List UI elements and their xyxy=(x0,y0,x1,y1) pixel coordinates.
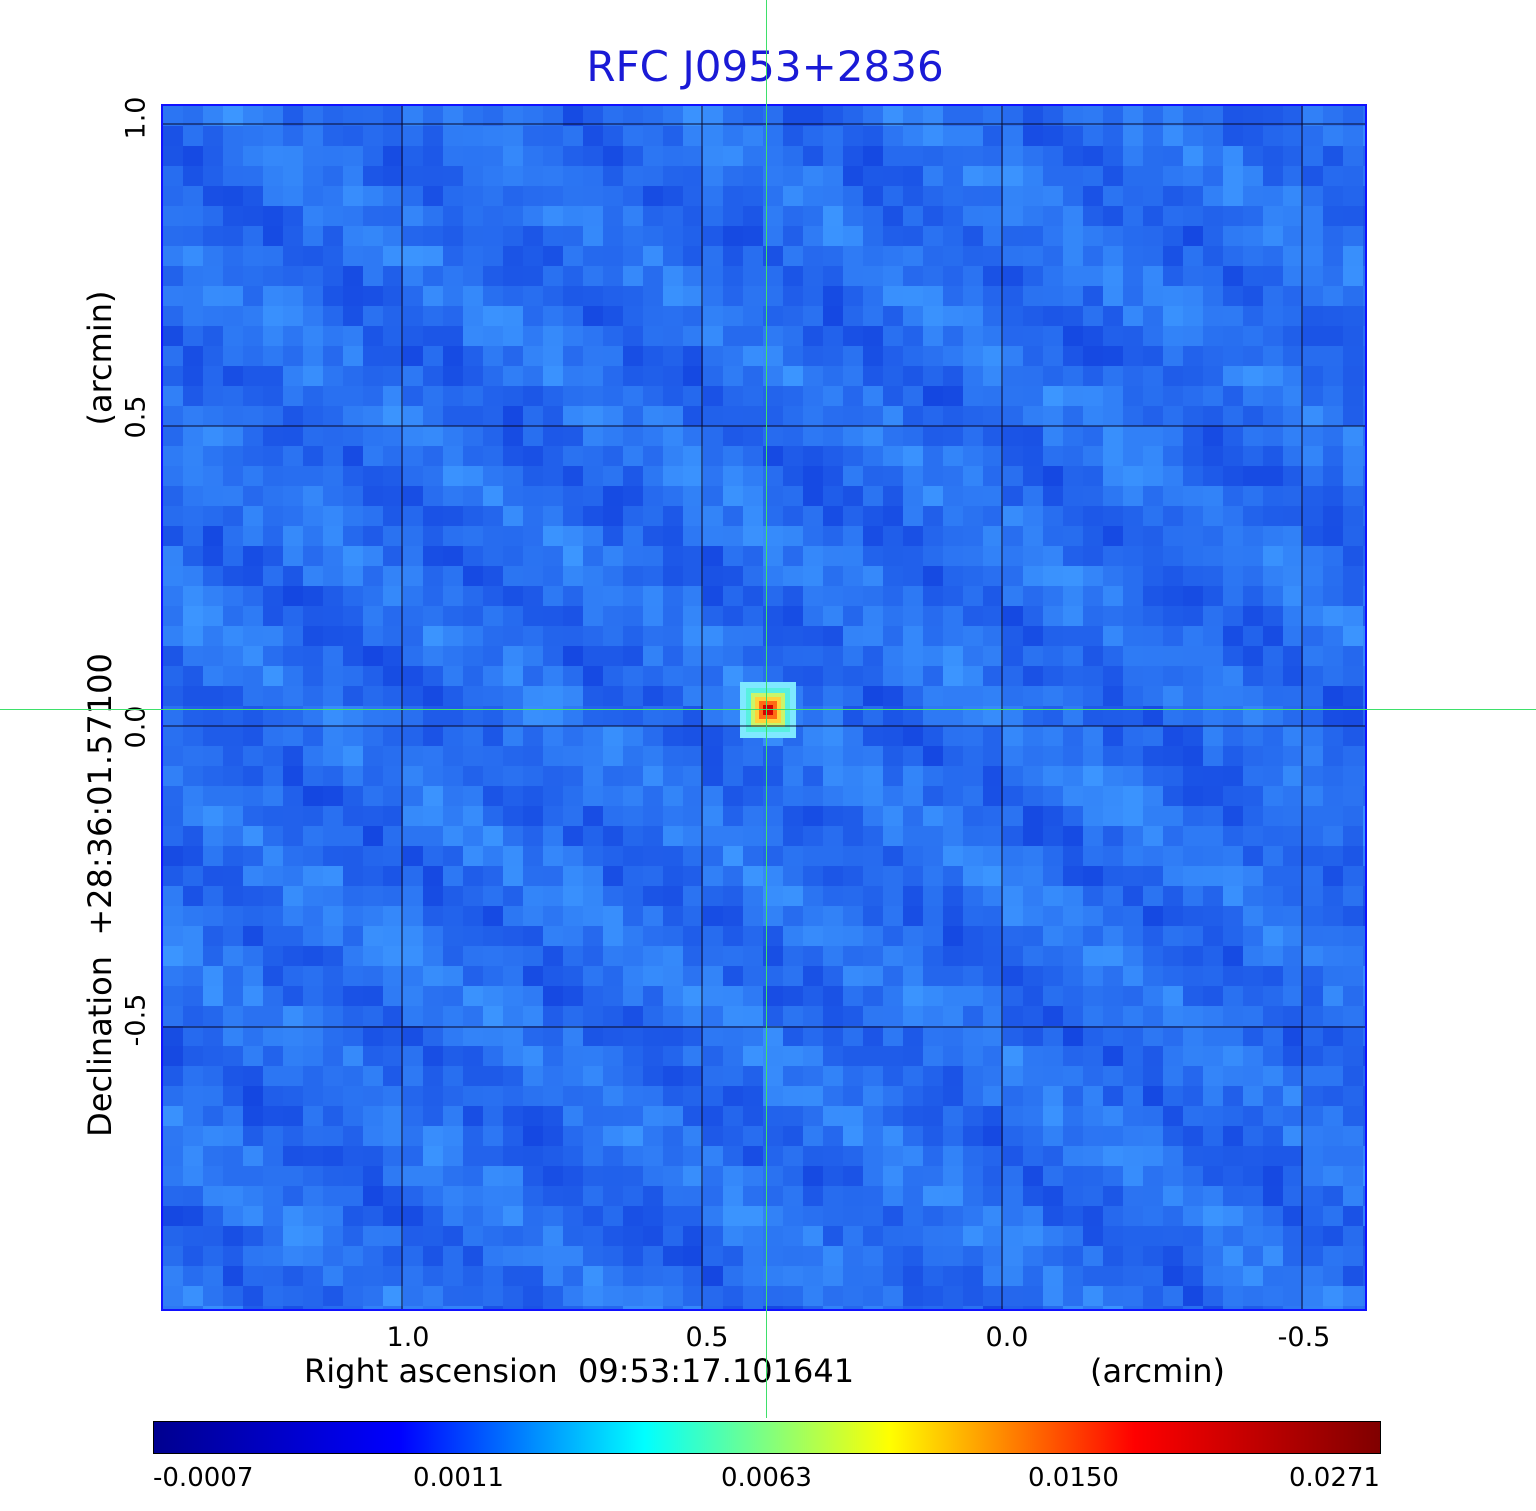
y-tick-label: 1.0 xyxy=(120,96,152,140)
x-axis-unit: (arcmin) xyxy=(1090,1352,1225,1390)
colorbar-tick-label: 0.0150 xyxy=(1028,1463,1119,1493)
y-tick-label: 0.5 xyxy=(120,395,152,439)
crosshair-horizontal xyxy=(0,709,1536,710)
x-tick-label: 1.0 xyxy=(386,1322,430,1353)
y-tick-label: 0.0 xyxy=(120,705,152,749)
colorbar-tick-label: -0.0007 xyxy=(153,1463,254,1493)
sky-image-panel[interactable] xyxy=(161,104,1367,1311)
colorbar-tick-label: 0.0011 xyxy=(413,1463,504,1493)
y-axis-title: Declination +28:36:01.57100 xyxy=(81,653,119,1137)
x-tick-label: 0.5 xyxy=(685,1322,729,1353)
y-axis-unit: (arcmin) xyxy=(81,290,119,426)
source-intensity-layer xyxy=(763,705,773,715)
x-tick-label: -0.5 xyxy=(1277,1322,1331,1353)
image-title: RFC J0953+2836 xyxy=(586,42,944,91)
x-axis-title: Right ascension 09:53:17.101641 xyxy=(304,1352,855,1390)
radio-intensity-map[interactable] xyxy=(163,106,1365,1309)
radio-source xyxy=(740,682,796,738)
colorbar xyxy=(153,1421,1381,1454)
y-tick-label: -0.5 xyxy=(120,993,152,1047)
coordinate-grid xyxy=(163,106,1365,1309)
colorbar-tick-label: 0.0063 xyxy=(721,1463,812,1493)
colorbar-tick-label: 0.0271 xyxy=(1289,1463,1380,1493)
x-tick-label: 0.0 xyxy=(985,1322,1029,1353)
